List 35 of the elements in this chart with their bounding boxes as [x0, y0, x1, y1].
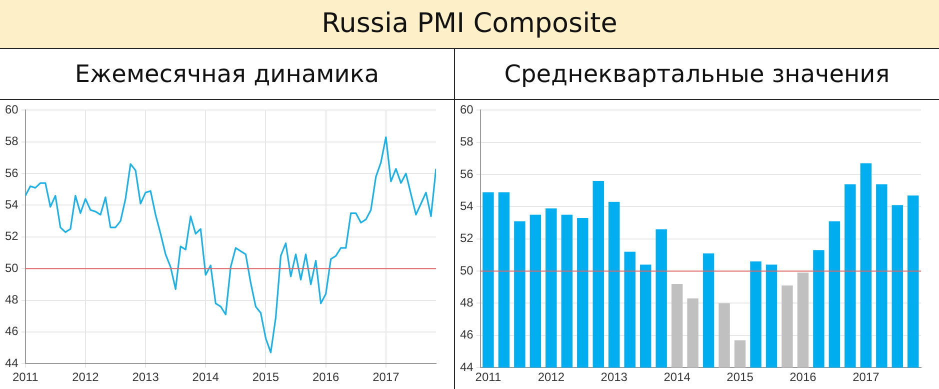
y-tick-label: 54 — [460, 199, 474, 214]
y-tick-label: 58 — [460, 134, 474, 149]
y-tick-label: 50 — [4, 260, 19, 275]
chart-subtitle: Ежемесячная динамика — [0, 49, 454, 100]
x-tick-label: 2011 — [12, 370, 39, 384]
y-tick-label: 56 — [4, 166, 19, 180]
x-tick-label: 2016 — [312, 370, 340, 384]
x-tick-label: 2012 — [72, 370, 100, 384]
y-tick-label: 60 — [4, 102, 19, 117]
x-tick-label: 2014 — [192, 370, 220, 384]
y-tick-label: 56 — [460, 166, 474, 181]
y-tick-label: 46 — [460, 328, 474, 342]
x-tick-label: 2015 — [252, 370, 280, 384]
chart-subtitle: Среднеквартальные значения — [455, 49, 939, 100]
y-tick-label: 48 — [460, 296, 474, 310]
y-tick-label: 52 — [460, 231, 474, 246]
y-tick-label: 48 — [4, 292, 19, 307]
x-tick-label: 2015 — [726, 370, 754, 384]
chart-title: Russia PMI Composite — [0, 0, 939, 49]
y-tick-label: 54 — [4, 198, 19, 212]
x-tick-label: 2014 — [664, 370, 691, 384]
x-tick-label: 2017 — [852, 370, 880, 384]
y-tick-label: 44 — [460, 360, 474, 374]
x-tick-label: 2011 — [475, 370, 502, 384]
y-tick-label: 60 — [460, 102, 474, 117]
y-tick-label: 52 — [4, 229, 19, 244]
x-tick-label: 2012 — [538, 370, 565, 384]
x-tick-label: 2013 — [600, 370, 628, 384]
y-tick-label: 46 — [4, 324, 19, 338]
x-tick-label: 2016 — [790, 370, 817, 384]
x-tick-label: 2013 — [132, 370, 160, 384]
y-tick-label: 44 — [4, 356, 19, 370]
y-tick-label: 50 — [460, 263, 474, 278]
x-tick-label: 2017 — [372, 370, 400, 384]
y-tick-label: 58 — [4, 134, 19, 148]
